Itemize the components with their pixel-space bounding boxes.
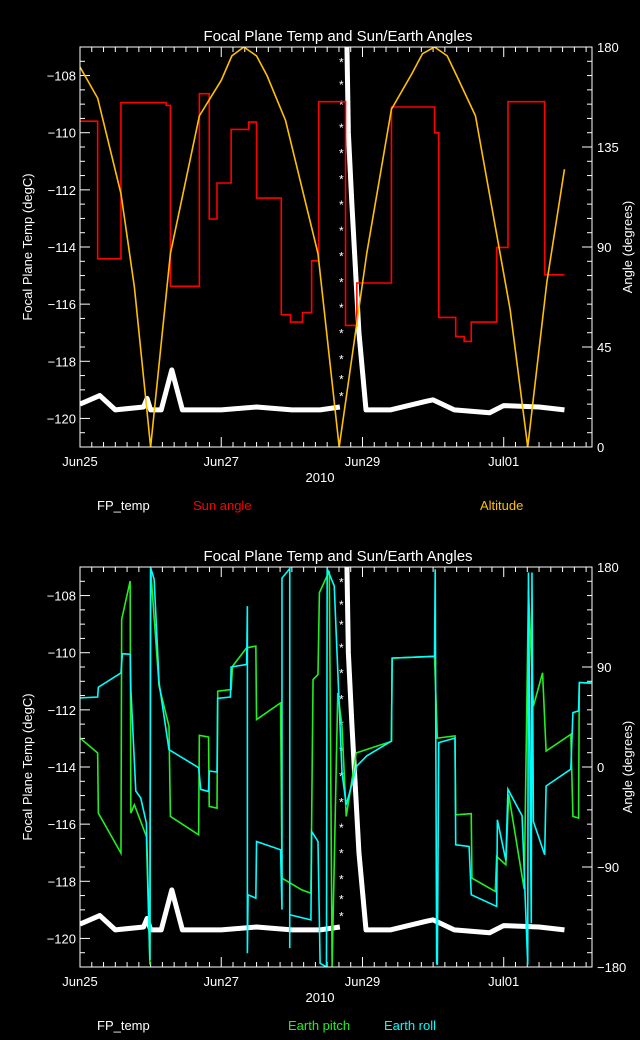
y-tick-label: −114 [48,240,76,255]
y2-tick-label: 0 [597,440,604,455]
fp-temp-marker: * [339,198,344,212]
fp-temp-marker: * [339,692,344,706]
fp-temp-marker: * [339,598,344,612]
y2-tick-label: 90 [597,240,611,255]
x-tick-label: Jul01 [488,454,519,469]
y2-tick-label: 180 [597,40,619,55]
fp-temp-marker: * [339,98,344,112]
legend-altitude: Altitude [480,498,523,513]
y-tick-label: −112 [48,183,76,198]
fp-temp-marker: * [339,301,344,315]
fp-temp-marker: * [339,275,344,289]
fp-temp-series-line [344,567,565,936]
fp-temp-marker: * [339,618,344,632]
y-tick-label: −116 [48,297,76,312]
y-tick-label: −108 [47,589,76,604]
y2-tick-label: 135 [597,140,619,155]
bottom-chart: Focal Plane Temp and Sun/Earth Angles 20… [20,548,635,1033]
legend-fp-temp: FP_temp [97,1018,150,1033]
plot-frame [79,566,593,968]
y2-tick-label: 90 [597,660,611,675]
x-axis-label: 2010 [306,470,335,485]
fp-temp-marker: * [339,224,344,238]
altitude-series-line [80,47,566,447]
fp-temp-marker: * [339,172,344,186]
y-tick-label: −116 [48,817,76,832]
chart-title: Focal Plane Temp and Sun/Earth Angles [203,548,472,565]
fp-temp-marker: * [339,667,344,681]
fp-temp-marker: * [339,795,344,809]
plot-area: * * * * * * * * * * * * * * * [80,47,566,447]
fp-temp-series-line [344,47,565,416]
x-tick-label: Jun27 [204,454,239,469]
y-tick-label: −112 [48,703,76,718]
y-tick-label: −118 [48,874,76,889]
y-tick-label: −114 [48,760,76,775]
legend-fp-temp: FP_temp [97,498,150,513]
y-tick-label: −110 [48,126,76,141]
y-axis-label: Focal Plane Temp (degC) [20,693,35,840]
fp-temp-marker: * [339,910,344,924]
y2-tick-label: 0 [597,760,604,775]
y-axis-label: Focal Plane Temp (degC) [20,173,35,320]
fp-temp-marker: * [339,121,344,135]
top-chart: Focal Plane Temp and Sun/Earth Angles 20… [20,28,635,513]
chart-title: Focal Plane Temp and Sun/Earth Angles [203,28,472,45]
sun-angle-series-line [80,92,565,343]
x-tick-label: Jun25 [62,974,97,989]
legend-earth-pitch: Earth pitch [288,1018,350,1033]
fp-temp-marker: * [339,821,344,835]
x-tick-label: Jun25 [62,454,97,469]
fp-temp-marker: * [339,390,344,404]
earth-roll-series-line [80,567,592,967]
x-tick-label: Jun29 [345,974,380,989]
y-tick-label: −108 [47,69,76,84]
fp-temp-marker: * [339,372,344,386]
y-tick-label: −118 [48,354,76,369]
fp-temp-marker: * [339,847,344,861]
fp-temp-marker: * [339,575,344,589]
y-tick-label: −120 [47,931,76,946]
fp-temp-marker: * [339,892,344,906]
plot-frame [79,46,593,448]
legend-sun-angle: Sun angle [193,498,252,513]
y2-axis-label: Angle (degrees) [620,201,635,294]
legend-earth-roll: Earth roll [384,1018,436,1033]
fp-temp-marker: * [339,55,344,69]
x-tick-label: Jul01 [488,974,519,989]
fp-temp-marker: * [339,641,344,655]
y-tick-label: −110 [48,646,76,661]
y2-tick-label: 45 [597,340,611,355]
fp-temp-marker: * [339,78,344,92]
fp-temp-series-line [80,887,341,933]
fp-temp-marker: * [339,250,344,264]
fp-temp-marker: * [339,770,344,784]
y2-tick-label: 180 [597,560,619,575]
fp-temp-marker: * [339,352,344,366]
x-tick-label: Jun29 [345,454,380,469]
y2-tick-label: −90 [597,860,619,875]
y2-tick-label: −180 [597,960,626,975]
y2-axis-label: Angle (degrees) [620,721,635,814]
x-tick-label: Jun27 [204,974,239,989]
fp-temp-marker: * [339,327,344,341]
fp-temp-marker: * [339,147,344,161]
y-tick-label: −120 [47,411,76,426]
x-axis-label: 2010 [306,990,335,1005]
plot-area: *************** [80,567,592,967]
fp-temp-marker: * [339,872,344,886]
fp-temp-series-line [80,367,341,413]
